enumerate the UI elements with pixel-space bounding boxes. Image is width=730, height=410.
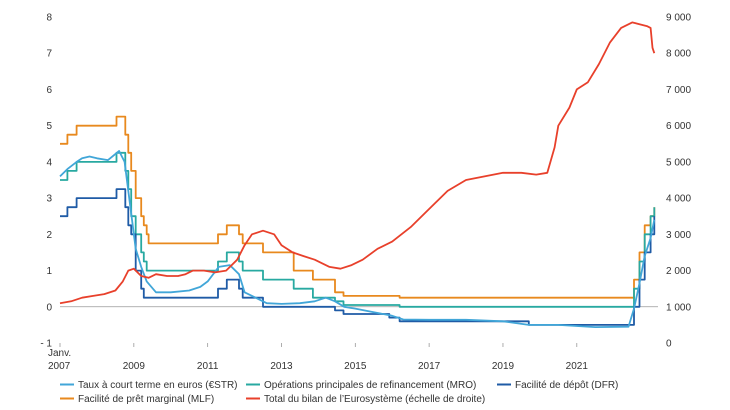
x-tick-label: 2011	[197, 361, 219, 372]
series-line-3	[59, 150, 656, 328]
x-tick-label: 2017	[418, 361, 441, 372]
x-tick-label: 2013	[270, 361, 293, 372]
left-tick-label: 8	[46, 13, 52, 24]
legend-label: Facilité de dépôt (DFR)	[515, 380, 618, 391]
left-tick-label: 3	[46, 194, 52, 205]
x-tick-label: 2009	[123, 361, 146, 372]
left-tick-label: 6	[46, 85, 52, 96]
x-tick-label: 2007	[48, 361, 71, 372]
left-tick-label: 4	[46, 157, 52, 168]
x-tick-label: 2015	[344, 361, 367, 372]
x-tick-label: 2019	[492, 361, 515, 372]
right-tick-label: 7 000	[666, 85, 691, 96]
right-tick-label: 9 000	[666, 13, 691, 24]
x-axis-ticks: Janv. 2007 2009 2011 2013 2015 2017 2019 2021	[48, 343, 588, 372]
legend: Taux à court terme en euros (€STR) Opérat…	[60, 380, 618, 405]
left-tick-label: 5	[46, 121, 52, 132]
right-tick-label: 6 000	[666, 121, 691, 132]
series-lines	[59, 21, 656, 328]
left-tick-label: 7	[46, 49, 52, 60]
right-tick-label: 8 000	[666, 49, 691, 60]
legend-label: Opérations principales de refinancement …	[264, 380, 476, 391]
legend-label: Total du bilan de l’Eurosystème (échelle…	[264, 394, 485, 405]
right-tick-label: 3 000	[666, 230, 691, 241]
legend-label: Facilité de prêt marginal (MLF)	[78, 394, 214, 405]
left-axis-ticks: - 1 0 1 2 3 4 5 6 7 8	[40, 13, 52, 350]
right-tick-label: 1 000	[666, 302, 691, 313]
series-line-4	[59, 21, 656, 305]
legend-label: Taux à court terme en euros (€STR)	[78, 380, 238, 391]
left-tick-label: 2	[46, 230, 52, 241]
left-tick-label: - 1	[40, 339, 52, 350]
left-tick-label: 1	[46, 266, 52, 277]
right-tick-label: 4 000	[666, 194, 691, 205]
right-tick-label: 0	[666, 339, 672, 350]
left-tick-label: 0	[46, 302, 52, 313]
right-tick-label: 2 000	[666, 266, 691, 277]
right-axis-ticks: 0 1 000 2 000 3 000 4 000 5 000 6 000 7 000 8 00…	[666, 13, 691, 350]
x-tick-sublabel: Janv.	[48, 348, 71, 359]
x-tick-label: 2021	[566, 361, 589, 372]
right-tick-label: 5 000	[666, 157, 691, 168]
